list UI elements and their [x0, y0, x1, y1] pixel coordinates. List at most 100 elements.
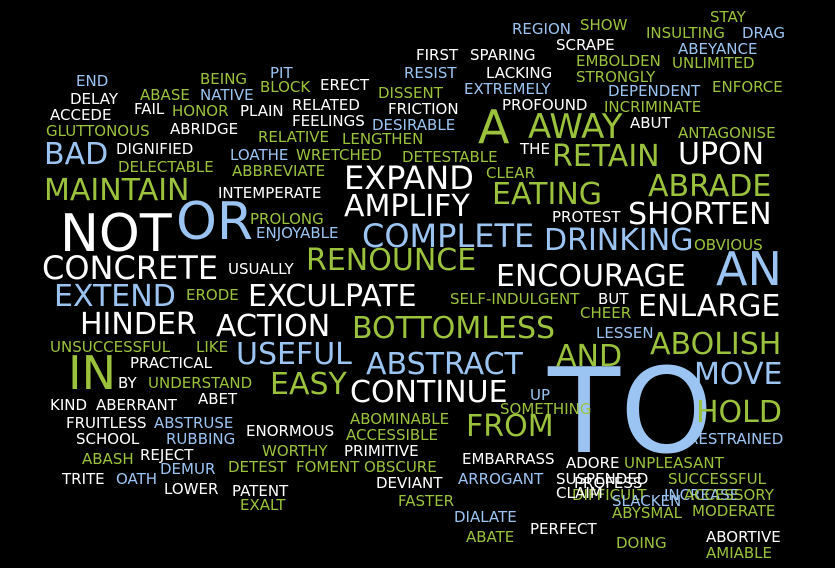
word-lower: LOWER: [164, 480, 219, 498]
word-suspended: SUSPENDED: [556, 470, 649, 488]
word-arrogant: ARROGANT: [458, 470, 544, 488]
word-retain: RETAIN: [552, 139, 660, 174]
word-primitive: PRIMITIVE: [344, 442, 419, 460]
word-rubbing: RUBBING: [166, 430, 236, 448]
word-in: IN: [68, 346, 116, 400]
word-being: BEING: [200, 70, 248, 88]
word-abstract: ABSTRACT: [366, 347, 523, 382]
word-enforce: ENFORCE: [712, 78, 783, 96]
word-feelings: FEELINGS: [292, 112, 365, 130]
word-the: THE: [520, 140, 550, 158]
word-abridge: ABRIDGE: [170, 120, 239, 138]
word-doing: DOING: [616, 534, 667, 552]
word-incriminate: INCRIMINATE: [604, 98, 702, 116]
word-faster: FASTER: [398, 492, 455, 510]
word-renounce: RENOUNCE: [306, 243, 477, 278]
word-block: BLOCK: [260, 78, 311, 96]
word-school: SCHOOL: [76, 430, 140, 448]
word-delay: DELAY: [70, 90, 118, 108]
word-fruitless: FRUITLESS: [66, 414, 147, 432]
word-abase: ABASE: [140, 86, 190, 104]
word-expand: EXPAND: [344, 159, 474, 197]
word-first: FIRST: [416, 46, 459, 64]
word-abolish: ABOLISH: [650, 327, 782, 362]
word-move: MOVE: [694, 357, 783, 392]
word-understand: UNDERSTAND: [148, 374, 253, 392]
word-dissent: DISSENT: [378, 84, 443, 102]
word-exculpate: EXCULPATE: [248, 279, 417, 314]
word-abash: ABASH: [82, 450, 134, 468]
word-amiable: AMIABLE: [706, 544, 773, 562]
word-an: AN: [716, 242, 782, 296]
word-upon: UPON: [678, 137, 765, 172]
word-strongly: STRONGLY: [576, 68, 656, 86]
word-relative: RELATIVE: [258, 128, 330, 146]
word-desirable: DESIRABLE: [372, 116, 456, 134]
word-concrete: CONCRETE: [42, 249, 219, 287]
word-plain: PLAIN: [240, 102, 284, 120]
word-related: RELATED: [292, 96, 360, 114]
word-antagonise: ANTAGONISE: [678, 124, 776, 142]
word-abeyance: ABEYANCE: [678, 40, 758, 58]
word-fail: FAIL: [134, 100, 165, 118]
word-like: LIKE: [196, 338, 229, 356]
word-trite: TRITE: [62, 470, 105, 488]
word-detestable: DETESTABLE: [402, 148, 498, 166]
word-adore: ADORE: [566, 454, 620, 472]
word-abstruse: ABSTRUSE: [154, 414, 234, 432]
word-shorten: SHORTEN: [628, 197, 772, 232]
word-or: OR: [176, 192, 254, 252]
word-abortive: ABORTIVE: [706, 528, 781, 546]
word-difficult: DIFFICULT: [572, 486, 647, 504]
word-abut: ABUT: [630, 114, 671, 132]
word-sparing: SPARING: [470, 46, 536, 64]
word-embarrass: EMBARRASS: [462, 450, 555, 468]
word-and: AND: [556, 339, 623, 374]
word-resist: RESIST: [404, 64, 457, 82]
word-detest: DETEST: [228, 458, 287, 476]
word-cheer: CHEER: [580, 304, 632, 322]
word-hold: HOLD: [696, 395, 782, 430]
word-complete: COMPLETE: [362, 217, 535, 255]
word-delectable: DELECTABLE: [118, 158, 214, 176]
word-accessory: ACCESSORY: [684, 486, 774, 504]
word-accessible: ACCESSIBLE: [346, 426, 439, 444]
word-moderate: MODERATE: [692, 502, 776, 520]
word-successful: SUCCESSFUL: [668, 470, 766, 488]
word-obvious: OBVIOUS: [694, 236, 763, 254]
word-kind: KIND: [50, 396, 88, 414]
word-dignified: DIGNIFIED: [116, 140, 194, 158]
word-enjoyable: ENJOYABLE: [256, 224, 339, 242]
word-up: UP: [530, 386, 551, 404]
word-maintain: MAINTAIN: [44, 173, 190, 208]
word-abate: ABATE: [466, 528, 515, 546]
word-abysmal: ABYSMAL: [612, 504, 682, 522]
word-end: END: [76, 72, 109, 90]
word-scrape: SCRAPE: [556, 36, 615, 54]
word-slacken: SLACKEN: [612, 492, 682, 510]
word-usually: USUALLY: [228, 260, 294, 278]
word-something: SOMETHING: [500, 400, 592, 418]
word-but: BUT: [598, 290, 629, 308]
word-extremely: EXTREMELY: [464, 80, 551, 98]
word-to: TO: [548, 342, 713, 480]
word-abrade: ABRADE: [648, 169, 772, 204]
word-encourage: ENCOURAGE: [496, 259, 686, 294]
word-show: SHOW: [580, 16, 628, 34]
word-enlarge: ENLARGE: [638, 289, 781, 324]
word-extend: EXTEND: [54, 279, 176, 314]
word-erect: ERECT: [320, 76, 370, 94]
word-protest: PROTEST: [552, 208, 621, 226]
word-action: ACTION: [216, 309, 331, 344]
word-obscure: OBSCURE: [364, 458, 437, 476]
word-oath: OATH: [116, 470, 158, 488]
word-gluttonous: GLUTTONOUS: [46, 122, 150, 140]
word-intemperate: INTEMPERATE: [218, 184, 322, 202]
word-demur: DEMUR: [160, 460, 216, 478]
word-drinking: DRINKING: [544, 223, 694, 258]
word-bottomless: BOTTOMLESS: [352, 311, 556, 346]
word-lessen: LESSEN: [596, 324, 654, 342]
word-lacking: LACKING: [486, 64, 553, 82]
word-easy: EASY: [270, 367, 347, 402]
word-friction: FRICTION: [388, 100, 459, 118]
